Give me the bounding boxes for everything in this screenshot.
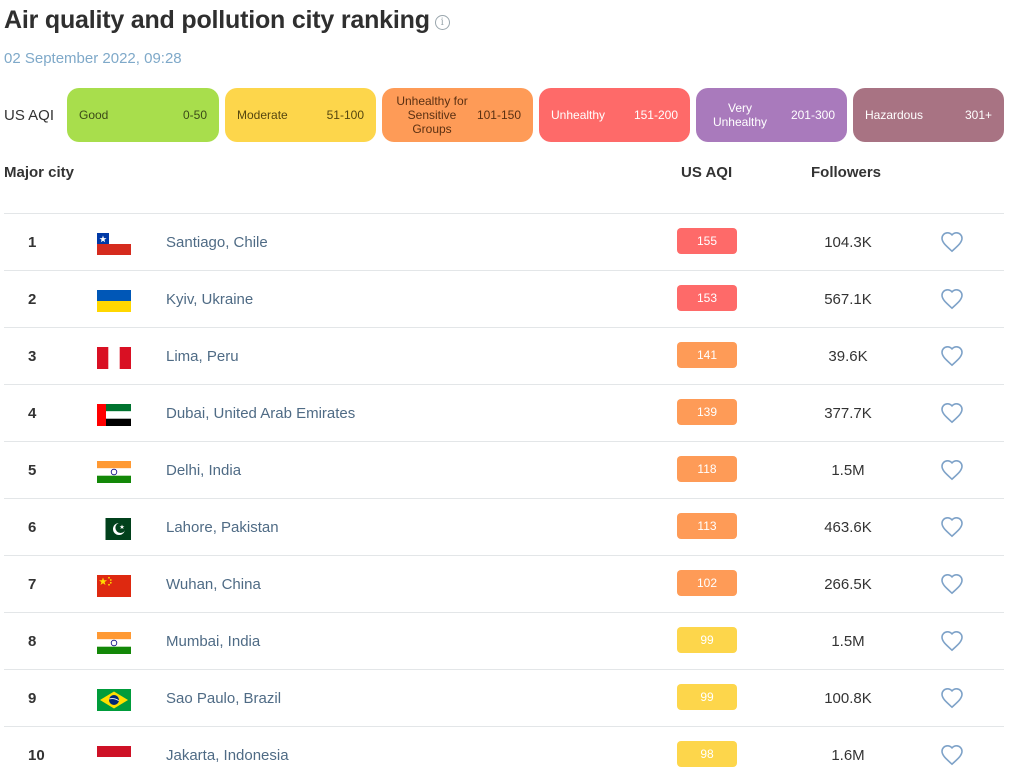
- heart-icon[interactable]: [940, 231, 964, 253]
- heart-icon[interactable]: [940, 345, 964, 367]
- legend-item-very-unhealthy: Very Unhealthy 201-300: [696, 88, 847, 142]
- aqi-badge: 141: [677, 342, 737, 368]
- legend-label: US AQI: [4, 106, 55, 124]
- aqi-badge: 113: [677, 513, 737, 539]
- heart-icon[interactable]: [940, 573, 964, 595]
- table-row[interactable]: 5 Delhi, India 118 1.5M: [4, 441, 1004, 498]
- info-icon[interactable]: i: [434, 15, 450, 30]
- table-row[interactable]: 4 Dubai, United Arab Emirates 139 377.7K: [4, 384, 1004, 441]
- city-link[interactable]: Sao Paulo, Brazil: [166, 690, 282, 707]
- uae-flag-icon: [97, 404, 131, 426]
- legend-item-name: Unhealthy for Sensitive Groups: [396, 94, 468, 136]
- title-row: Air quality and pollution city ranking i: [4, 6, 450, 35]
- heart-icon[interactable]: [940, 288, 964, 310]
- rank: 5: [28, 462, 37, 479]
- pakistan-flag-icon: [97, 518, 131, 540]
- followers-count: 1.5M: [831, 462, 865, 479]
- column-header-followers: Followers: [811, 164, 882, 181]
- ukraine-flag-icon: [97, 290, 131, 312]
- legend-item-good: Good 0-50: [67, 88, 219, 142]
- legend-item-range: 51-100: [326, 108, 364, 122]
- legend-item-moderate: Moderate 51-100: [225, 88, 376, 142]
- followers-count: 377.7K: [824, 405, 872, 422]
- rank: 8: [28, 633, 37, 650]
- heart-icon[interactable]: [940, 744, 964, 766]
- followers-count: 463.6K: [824, 519, 872, 536]
- followers-count: 1.5M: [831, 633, 865, 650]
- legend-item-name: Good: [79, 108, 109, 122]
- city-link[interactable]: Delhi, India: [166, 462, 242, 479]
- rank: 10: [28, 747, 45, 764]
- aqi-badge: 98: [677, 741, 737, 767]
- page-title: Air quality and pollution city ranking: [4, 6, 430, 34]
- india-flag-icon: [97, 632, 131, 654]
- table-row[interactable]: 3 Lima, Peru 141 39.6K: [4, 327, 1004, 384]
- city-link[interactable]: Mumbai, India: [166, 633, 261, 650]
- legend-item-unhealthy-sensitive: Unhealthy for Sensitive Groups 101-150: [382, 88, 533, 142]
- legend-item-range: 0-50: [182, 108, 207, 122]
- rank: 4: [28, 405, 37, 422]
- legend-item-range: 101-150: [476, 108, 521, 122]
- column-header-aqi: US AQI: [681, 164, 733, 181]
- city-link[interactable]: Wuhan, China: [166, 576, 261, 593]
- column-header-city: Major city: [4, 164, 75, 181]
- table-row[interactable]: 10 Jakarta, Indonesia 98 1.6M: [4, 726, 1004, 781]
- city-link[interactable]: Santiago, Chile: [166, 234, 268, 251]
- brazil-flag-icon: [97, 689, 131, 711]
- aqi-legend: US AQI Good 0-50 Moderate 51-100 Unhealt…: [4, 88, 1004, 142]
- aqi-badge: 118: [677, 456, 737, 482]
- city-link[interactable]: Kyiv, Ukraine: [166, 291, 254, 308]
- legend-item-name: Hazardous: [865, 108, 924, 122]
- heart-icon[interactable]: [940, 516, 964, 538]
- timestamp: 02 September 2022, 09:28: [4, 50, 182, 67]
- table-row[interactable]: 7 Wuhan, China 102 266.5K: [4, 555, 1004, 612]
- aqi-badge: 153: [677, 285, 737, 311]
- followers-count: 567.1K: [824, 291, 872, 308]
- followers-count: 1.6M: [831, 747, 865, 764]
- followers-count: 266.5K: [824, 576, 872, 593]
- ranking-table: 1 Santiago, Chile 155 104.3K 2 Kyiv, Ukraine 1…: [4, 213, 1004, 781]
- city-link[interactable]: Lima, Peru: [166, 348, 239, 365]
- rank: 3: [28, 348, 37, 365]
- city-link[interactable]: Lahore, Pakistan: [166, 519, 279, 536]
- peru-flag-icon: [97, 347, 131, 369]
- rank: 1: [28, 234, 37, 251]
- aqi-badge: 139: [677, 399, 737, 425]
- rank: 2: [28, 291, 37, 308]
- chile-flag-icon: [97, 233, 131, 255]
- heart-icon[interactable]: [940, 402, 964, 424]
- heart-icon[interactable]: [940, 459, 964, 481]
- city-link[interactable]: Dubai, United Arab Emirates: [166, 405, 356, 422]
- legend-item-unhealthy: Unhealthy 151-200: [539, 88, 690, 142]
- china-flag-icon: [97, 575, 131, 597]
- india-flag-icon: [97, 461, 131, 483]
- legend-item-hazardous: Hazardous 301+: [853, 88, 1004, 142]
- legend-item-range: 301+: [964, 108, 992, 122]
- legend-item-name: Unhealthy: [551, 108, 606, 122]
- heart-icon[interactable]: [940, 630, 964, 652]
- table-header: Major city US AQI Followers: [0, 164, 1018, 184]
- table-row[interactable]: 2 Kyiv, Ukraine 153 567.1K: [4, 270, 1004, 327]
- city-link[interactable]: Jakarta, Indonesia: [166, 747, 289, 764]
- aqi-badge: 99: [677, 627, 737, 653]
- rank: 6: [28, 519, 37, 536]
- legend-item-range: 151-200: [633, 108, 678, 122]
- followers-count: 39.6K: [828, 348, 868, 365]
- followers-count: 100.8K: [824, 690, 872, 707]
- rank: 9: [28, 690, 37, 707]
- heart-icon[interactable]: [940, 687, 964, 709]
- indonesia-flag-icon: [97, 746, 131, 768]
- table-row[interactable]: 9 Sao Paulo, Brazil 99 100.8K: [4, 669, 1004, 726]
- rank: 7: [28, 576, 37, 593]
- aqi-badge: 102: [677, 570, 737, 596]
- followers-count: 104.3K: [824, 234, 872, 251]
- table-row[interactable]: 1 Santiago, Chile 155 104.3K: [4, 213, 1004, 270]
- table-row[interactable]: 6 Lahore, Pakistan 113 463.6K: [4, 498, 1004, 555]
- table-row[interactable]: 8 Mumbai, India 99 1.5M: [4, 612, 1004, 669]
- aqi-badge: 99: [677, 684, 737, 710]
- aqi-badge: 155: [677, 228, 737, 254]
- legend-item-name: Very Unhealthy: [712, 101, 768, 129]
- legend-item-name: Moderate: [237, 108, 288, 122]
- legend-item-range: 201-300: [790, 108, 835, 122]
